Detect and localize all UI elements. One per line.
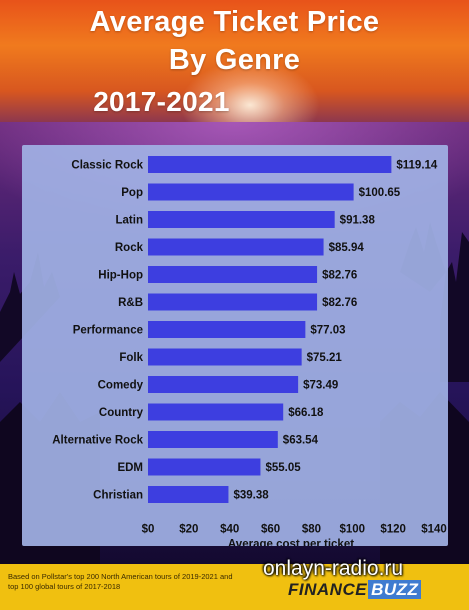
source-note: Based on Pollstar's top 200 North Americ… (8, 572, 233, 591)
bar-10 (148, 431, 278, 448)
bar-3 (148, 238, 324, 256)
category-label: Folk (119, 352, 143, 364)
category-label: EDM (117, 462, 143, 474)
header-banner: Average Ticket Price By Genre 2017-2021 (0, 0, 469, 130)
brand-logo: FINANCE BUZZ (288, 580, 422, 600)
value-label: $119.14 (396, 160, 438, 172)
value-label: $82.76 (322, 270, 357, 282)
footer-bar: Based on Pollstar's top 200 North Americ… (0, 564, 469, 610)
bar-6 (148, 321, 306, 338)
category-label: Performance (73, 325, 143, 337)
bar-chart: Classic Rock $119.14 Pop $100.65 Latin $91.38… (52, 156, 447, 547)
x-tick-label: $20 (179, 524, 198, 536)
bar-4 (148, 266, 318, 283)
value-label: $66.18 (288, 407, 324, 419)
category-label: R&B (118, 297, 143, 309)
x-tick-label: $80 (302, 524, 321, 536)
title-line-2: By Genre (168, 44, 301, 76)
category-label: Classic Rock (71, 160, 143, 172)
bar-12 (148, 486, 229, 503)
value-label: $85.94 (329, 242, 365, 254)
category-label: Hip-Hop (98, 270, 143, 282)
brand-part-1: FINANCE (288, 580, 368, 599)
value-label: $77.03 (310, 325, 345, 337)
brand-part-2: BUZZ (368, 580, 422, 599)
bar-1 (148, 183, 354, 201)
x-tick-label: $40 (220, 524, 239, 536)
category-label: Latin (116, 215, 143, 227)
value-label: $73.49 (303, 380, 338, 392)
category-label: Christian (93, 490, 143, 502)
category-label: Pop (121, 187, 143, 199)
bar-5 (148, 293, 318, 311)
title-line-1: Average Ticket Price (89, 6, 380, 38)
category-label: Country (99, 407, 144, 419)
bar-8 (148, 376, 299, 393)
value-label: $100.65 (359, 187, 401, 199)
x-axis-label: Average cost per ticket (228, 539, 354, 547)
stage-light-glow (180, 60, 320, 130)
value-label: $55.05 (265, 462, 301, 474)
x-tick-label: $60 (261, 524, 280, 536)
category-label: Rock (115, 242, 144, 254)
value-label: $63.54 (283, 435, 319, 447)
value-label: $39.38 (233, 490, 269, 502)
watermark: onlayn-radio.ru (263, 557, 404, 580)
bar-0 (148, 156, 392, 173)
x-tick-label: $0 (142, 524, 155, 536)
bar-11 (148, 458, 261, 476)
value-label: $82.76 (322, 297, 357, 309)
x-tick-label: $100 (339, 524, 365, 536)
x-tick-label: $140 (421, 524, 447, 536)
category-label: Comedy (98, 380, 144, 392)
category-label: Alternative Rock (52, 435, 143, 447)
value-label: $91.38 (340, 215, 376, 227)
x-tick-label: $120 (380, 524, 406, 536)
bar-2 (148, 211, 335, 228)
title-line-3: 2017-2021 (93, 86, 230, 117)
value-label: $75.21 (307, 352, 343, 364)
bar-9 (148, 403, 284, 421)
bar-7 (148, 348, 302, 366)
